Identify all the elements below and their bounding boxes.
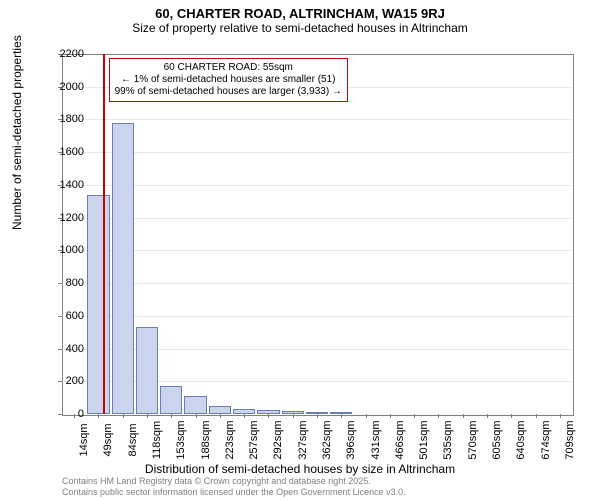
histogram-bar <box>112 123 134 414</box>
xtick-mark <box>317 414 318 418</box>
xtick-label: 223sqm <box>224 420 236 459</box>
chart-container: 60, CHARTER ROAD, ALTRINCHAM, WA15 9RJ S… <box>0 0 600 500</box>
xtick-label: 118sqm <box>151 421 163 459</box>
xtick-mark <box>414 414 415 418</box>
ytick-label: 0 <box>44 408 84 420</box>
y-axis-label: Number of semi-detached properties <box>10 35 24 230</box>
ytick-label: 1200 <box>44 212 84 224</box>
xtick-label: 84sqm <box>127 423 139 456</box>
annotation-title: 60 CHARTER ROAD: 55sqm <box>115 62 342 74</box>
ytick-label: 2000 <box>44 81 84 93</box>
xtick-mark <box>293 414 294 418</box>
ytick-label: 800 <box>44 277 84 289</box>
xtick-label: 327sqm <box>297 420 309 459</box>
xtick-mark <box>268 414 269 418</box>
xtick-mark <box>463 414 464 418</box>
ytick-label: 1400 <box>44 179 84 191</box>
xtick-label: 535sqm <box>442 420 454 459</box>
xtick-mark <box>487 414 488 418</box>
xtick-label: 605sqm <box>491 420 503 459</box>
xtick-label: 153sqm <box>175 420 187 459</box>
chart-title: 60, CHARTER ROAD, ALTRINCHAM, WA15 9RJ <box>0 0 600 21</box>
xtick-label: 362sqm <box>321 420 333 459</box>
plot-area: 60 CHARTER ROAD: 55sqm← 1% of semi-detac… <box>62 54 572 414</box>
xtick-label: 396sqm <box>345 420 357 459</box>
ytick-label: 2200 <box>44 48 84 60</box>
xtick-label: 466sqm <box>394 420 406 459</box>
footer-line1: Contains HM Land Registry data © Crown c… <box>62 476 406 487</box>
histogram-bar <box>184 396 206 414</box>
xtick-label: 674sqm <box>540 420 552 459</box>
chart-subtitle: Size of property relative to semi-detach… <box>0 21 600 39</box>
histogram-bar <box>160 386 182 414</box>
grid-line <box>62 119 572 120</box>
xtick-label: 49sqm <box>102 423 114 456</box>
xtick-mark <box>220 414 221 418</box>
xtick-mark <box>244 414 245 418</box>
ytick-label: 1800 <box>44 113 84 125</box>
histogram-bar <box>209 406 231 414</box>
histogram-bar <box>87 195 109 414</box>
annotation-line3: 99% of semi-detached houses are larger (… <box>115 86 342 98</box>
footer-line2: Contains public sector information licen… <box>62 487 406 498</box>
xtick-mark <box>171 414 172 418</box>
xtick-mark <box>511 414 512 418</box>
xtick-mark <box>98 414 99 418</box>
ytick-label: 200 <box>44 375 84 387</box>
xtick-label: 431sqm <box>370 420 382 459</box>
xtick-label: 501sqm <box>418 420 430 459</box>
xtick-mark <box>536 414 537 418</box>
ytick-label: 400 <box>44 343 84 355</box>
ytick-label: 600 <box>44 310 84 322</box>
xtick-mark <box>123 414 124 418</box>
xtick-mark <box>560 414 561 418</box>
ytick-label: 1600 <box>44 146 84 158</box>
xtick-label: 709sqm <box>564 420 576 459</box>
xtick-mark <box>366 414 367 418</box>
xtick-label: 292sqm <box>272 420 284 459</box>
xtick-label: 257sqm <box>248 420 260 459</box>
reference-line <box>103 54 105 414</box>
grid-line <box>62 316 572 317</box>
xtick-mark <box>341 414 342 418</box>
xtick-label: 188sqm <box>200 420 212 459</box>
annotation-line2: ← 1% of semi-detached houses are smaller… <box>115 74 342 86</box>
xtick-mark <box>196 414 197 418</box>
footer-attribution: Contains HM Land Registry data © Crown c… <box>62 476 406 498</box>
grid-line <box>62 185 572 186</box>
xtick-label: 570sqm <box>467 420 479 459</box>
grid-line <box>62 283 572 284</box>
grid-line <box>62 218 572 219</box>
xtick-mark <box>390 414 391 418</box>
ytick-label: 1000 <box>44 244 84 256</box>
x-axis-label: Distribution of semi-detached houses by … <box>0 462 600 476</box>
xtick-label: 14sqm <box>78 423 90 456</box>
histogram-bar <box>136 327 158 414</box>
grid-line <box>62 250 572 251</box>
xtick-mark <box>147 414 148 418</box>
grid-line <box>62 152 572 153</box>
annotation-box: 60 CHARTER ROAD: 55sqm← 1% of semi-detac… <box>109 58 348 102</box>
xtick-mark <box>438 414 439 418</box>
xtick-label: 640sqm <box>515 420 527 459</box>
